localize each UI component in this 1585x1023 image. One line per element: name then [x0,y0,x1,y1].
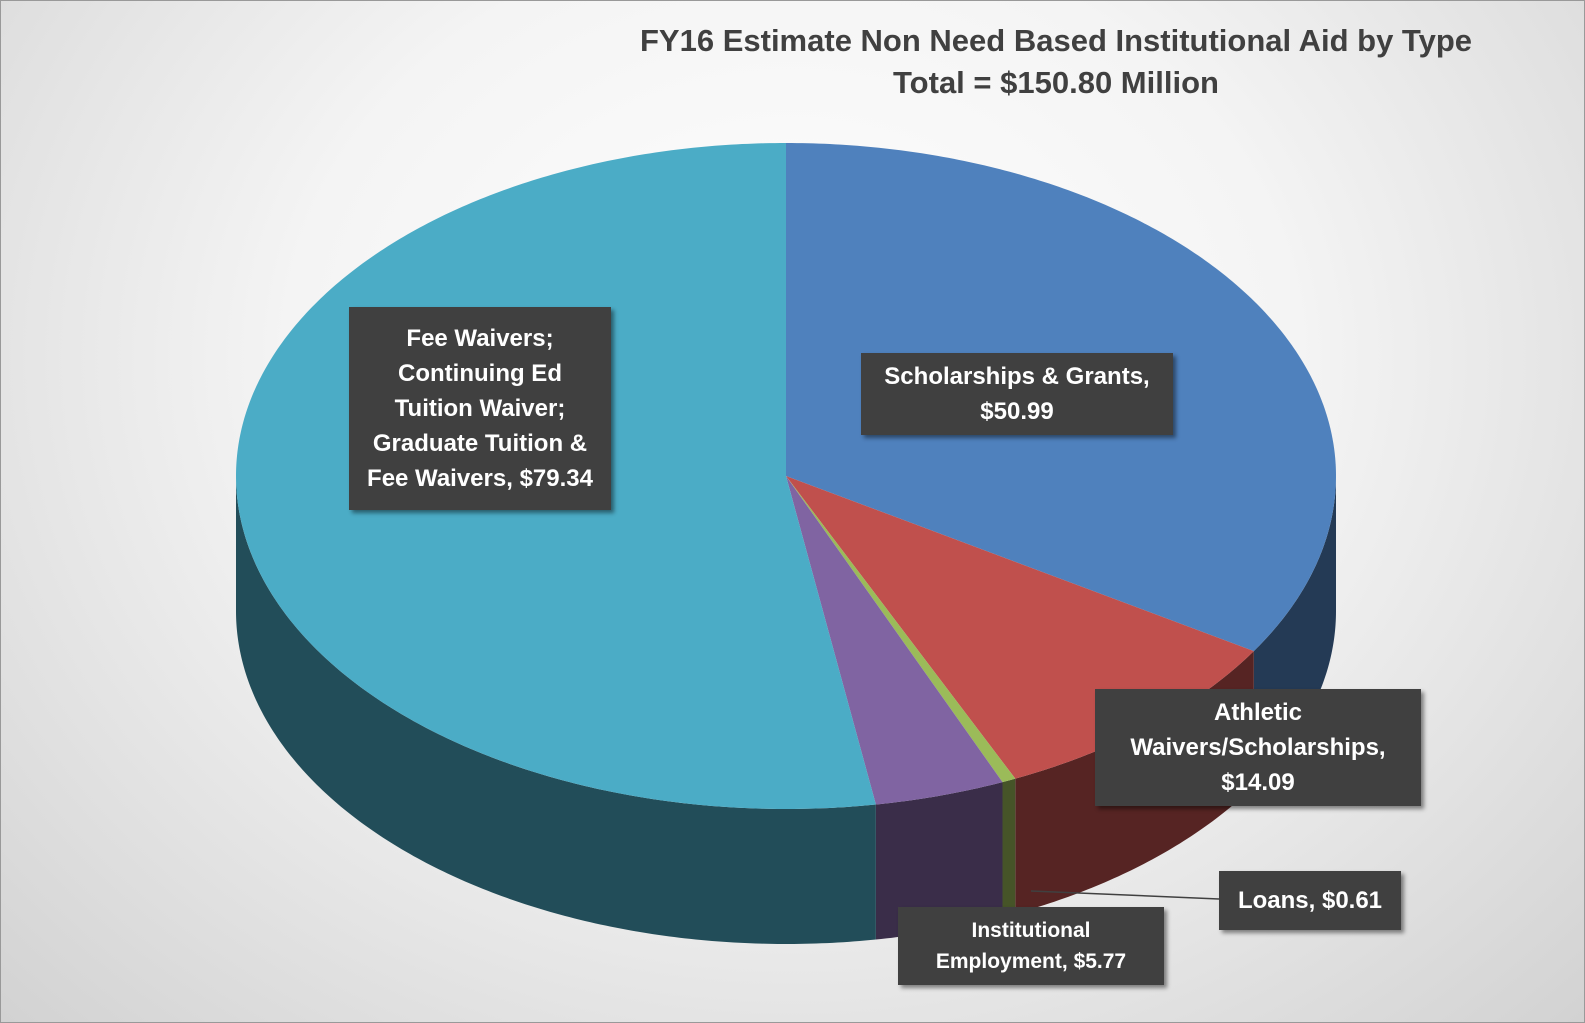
pie-slice [786,476,1016,783]
chart-subtitle: Total = $150.80 Million [893,65,1219,100]
data-label: Athletic Waivers/Scholarships, $14.09 [1095,689,1421,806]
pie-slice [786,476,1003,805]
label-value: $50.99 [980,398,1054,425]
data-label: Fee Waivers; Continuing Ed Tuition Waive… [349,307,611,510]
label-value: $79.34 [519,465,593,492]
data-label: Loans, $0.61 [1219,871,1401,930]
pie-side [236,476,876,944]
chart-title: FY16 Estimate Non Need Based Institution… [640,23,1472,58]
label-category: Scholarships & Grants, [884,363,1150,390]
data-label: Institutional Employment, $5.77 [898,907,1164,985]
label-category: Loans, [1237,887,1316,914]
label-category: Institutional Employment, [935,919,1091,973]
label-category: Fee Waivers; Continuing Ed Tuition Waive… [367,325,588,492]
label-value: $0.61 [1321,887,1383,914]
label-category: Athletic Waivers/Scholarships, [1130,699,1386,761]
label-value: $14.09 [1221,769,1295,796]
data-label: Scholarships & Grants, $50.99 [861,353,1173,435]
pie-side [875,782,1003,940]
pie-side [1002,778,1016,918]
label-value: $5.77 [1073,950,1127,973]
leader-line [1030,890,1220,900]
